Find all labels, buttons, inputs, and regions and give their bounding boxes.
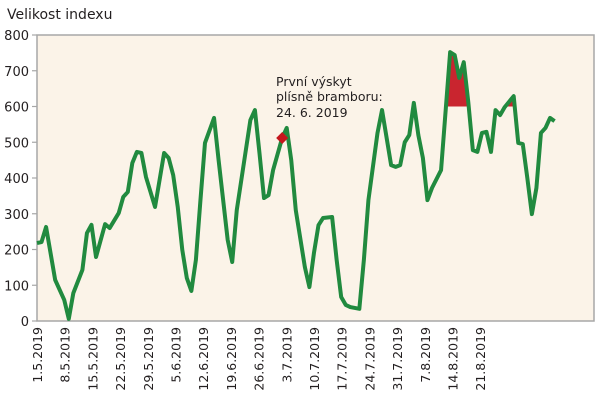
x-axis: 1.5.2019 8.5.2019 15.5.2019 22.5.2019 29.5.2…: [30, 327, 488, 391]
x-tick-label: 22.5.2019: [113, 327, 128, 391]
y-tick-label: 200: [4, 244, 29, 259]
x-tick-label: 5.6.2019: [169, 327, 184, 383]
x-tick-label: 14.8.2019: [446, 327, 461, 391]
y-tick-label: 300: [4, 208, 29, 223]
annotation-line-2: plísně bramboru:: [276, 89, 383, 104]
x-tick-label: 7.8.2019: [418, 327, 433, 383]
x-tick-label: 15.5.2019: [85, 327, 100, 391]
x-tick-label: 12.6.2019: [196, 327, 211, 391]
x-tick-label: 24.7.2019: [362, 327, 377, 391]
y-axis-title: Velikost indexu: [7, 7, 112, 23]
series-line: [36, 50, 556, 321]
x-tick-label: 8.5.2019: [58, 327, 73, 383]
first-occurrence-marker: [276, 131, 289, 144]
x-tick-label: 10.7.2019: [307, 327, 322, 391]
x-tick-label: 21.8.2019: [473, 327, 488, 391]
x-tick-label: 19.6.2019: [224, 327, 239, 391]
x-tick-label: 31.7.2019: [390, 327, 405, 391]
y-tick-label: 500: [4, 136, 29, 151]
x-tick-label: 26.6.2019: [252, 327, 267, 391]
annotation-line-1: První výskyt: [276, 74, 352, 89]
x-tick-label: 17.7.2019: [335, 327, 350, 391]
x-tick-label: 1.5.2019: [30, 327, 45, 383]
x-tick-label: 3.7.2019: [279, 327, 294, 383]
annotation-line-3: 24. 6. 2019: [276, 105, 348, 120]
y-tick-label: 700: [4, 65, 29, 80]
highlight-area-above-threshold: [37, 52, 555, 107]
y-tick-label: 800: [4, 29, 29, 44]
y-tick-label: 600: [4, 101, 29, 116]
y-tick-label: 100: [4, 279, 29, 294]
y-tick-label: 0: [21, 315, 29, 330]
y-tick-label: 400: [4, 172, 29, 187]
y-axis: 0 100 200 300 400 500 600 700 800: [4, 29, 37, 330]
data-points: [36, 52, 555, 319]
x-tick-label: 29.5.2019: [141, 327, 156, 391]
